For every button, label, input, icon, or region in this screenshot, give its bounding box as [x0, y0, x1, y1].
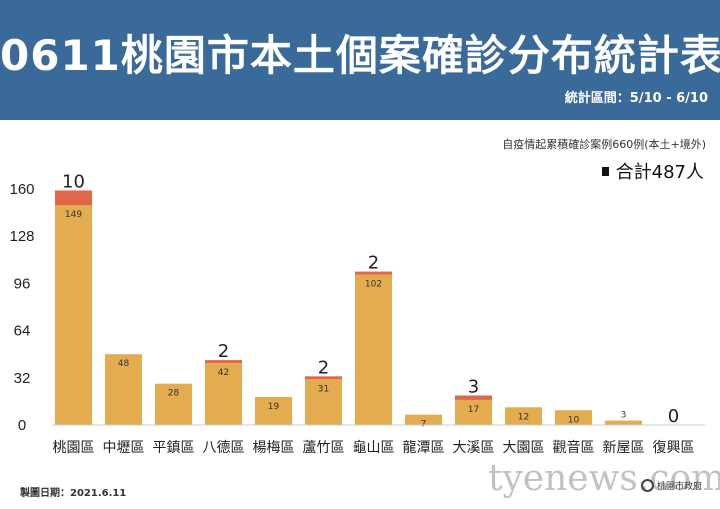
bar-new	[355, 271, 392, 275]
data-label: 149	[65, 210, 82, 220]
new-case-label: 2	[318, 357, 329, 378]
bar-base	[605, 420, 642, 425]
total-count: 合計487人	[601, 158, 704, 184]
page-title: 0611桃園市本土個案確診分布統計表	[0, 31, 720, 80]
government-logo: 桃園市政府	[641, 479, 702, 492]
x-tick-label: 蘆竹區	[303, 440, 345, 456]
bar-base	[105, 354, 142, 425]
bar-base	[555, 410, 592, 425]
data-label: 42	[218, 368, 229, 378]
data-label: 31	[318, 384, 329, 394]
header-banner: 0611桃園市本土個案確診分布統計表 統計區間：5/10 - 6/10	[0, 0, 720, 120]
new-case-label: 0	[668, 406, 679, 427]
new-case-label: 10	[62, 171, 85, 192]
x-tick-label: 龍潭區	[403, 439, 445, 456]
x-tick-label: 新屋區	[603, 440, 645, 456]
bar-base	[205, 363, 242, 425]
cumulative-note: 自疫情起累積確診案例660例(本土+境外)	[502, 138, 706, 151]
x-tick-label: 龜山區	[353, 440, 395, 456]
x-tick-label: 大溪區	[453, 440, 495, 456]
y-tick-label: 64	[14, 323, 31, 340]
bar-chart: 032649612816014910桃園區48中壢區28平鎮區422八德區19楊…	[9, 171, 705, 456]
bar-new	[205, 360, 242, 364]
new-case-label: 2	[218, 341, 229, 362]
x-tick-label: 觀音區	[553, 439, 595, 456]
bar-base	[505, 407, 542, 425]
data-label: 102	[365, 280, 382, 290]
logo-emblem-icon	[641, 479, 654, 492]
data-label: 3	[621, 411, 627, 421]
y-tick-label: 32	[14, 370, 31, 387]
x-tick-label: 大園區	[503, 440, 545, 456]
bar-base	[455, 399, 492, 425]
x-tick-label: 平鎮區	[153, 440, 195, 456]
bar-base	[305, 379, 342, 425]
square-bullet-icon	[601, 166, 609, 176]
x-tick-label: 中壢區	[103, 440, 145, 456]
statistics-period: 統計區間：5/10 - 6/10	[564, 91, 708, 106]
new-case-label: 2	[368, 253, 379, 274]
watermark: tyenews.com	[488, 458, 720, 499]
data-label: 48	[118, 359, 130, 369]
data-label: 19	[268, 402, 280, 412]
new-case-label: 3	[468, 377, 479, 398]
bar-new	[455, 395, 492, 400]
bar-base	[255, 396, 292, 425]
bar-new	[305, 376, 342, 380]
chart-date: 製圖日期：2021.6.11	[20, 488, 127, 499]
y-tick-label: 0	[18, 417, 26, 434]
bar-base	[355, 274, 392, 425]
y-tick-label: 128	[9, 228, 34, 245]
logo-text: 桃園市政府	[657, 482, 703, 492]
bar-base	[155, 383, 192, 425]
total-count-label: 合計487人	[615, 162, 704, 183]
bar-base	[405, 414, 442, 425]
x-tick-label: 復興區	[653, 439, 695, 456]
y-tick-label: 96	[14, 275, 31, 292]
data-label: 17	[468, 405, 479, 415]
x-tick-label: 八德區	[203, 440, 245, 456]
bar-base	[55, 205, 92, 425]
y-tick-label: 160	[9, 181, 34, 198]
bar-new	[55, 190, 92, 206]
data-label: 12	[518, 412, 529, 422]
data-label: 28	[168, 389, 180, 399]
x-tick-label: 楊梅區	[253, 439, 295, 456]
x-tick-label: 桃園區	[53, 440, 95, 456]
data-label: 10	[568, 415, 580, 425]
